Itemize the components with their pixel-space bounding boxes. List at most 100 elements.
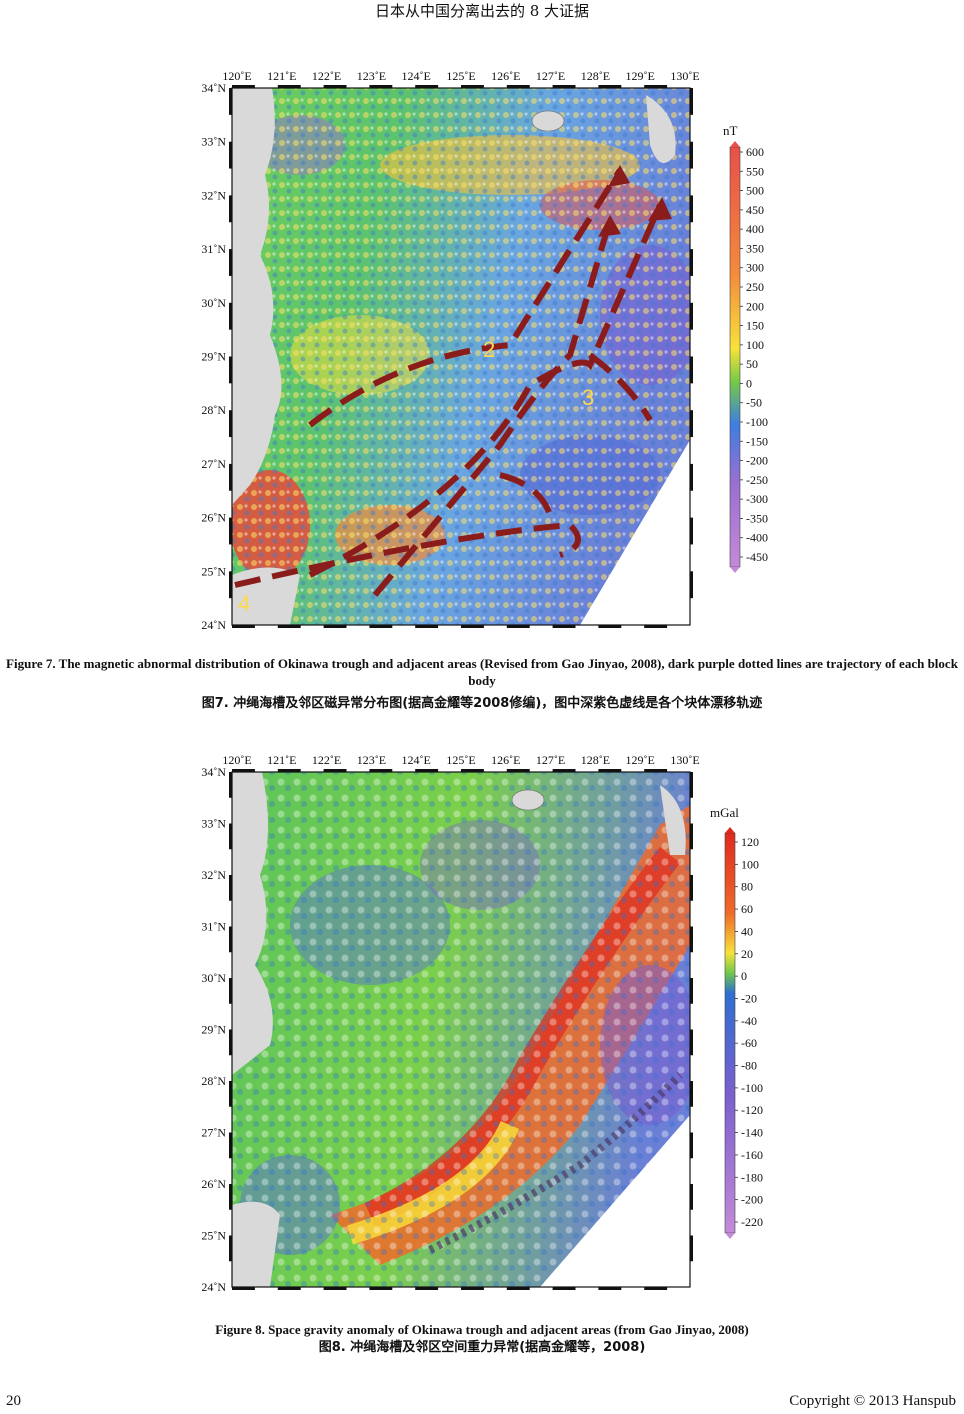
- trajectory-arrowheads: [598, 165, 672, 237]
- colorbar-label: 500: [746, 184, 764, 198]
- running-header: 日本从中国分离出去的 8 大证据: [374, 2, 590, 20]
- trajectory-4: [234, 521, 581, 588]
- colorbar-label: -350: [746, 511, 768, 525]
- figure-7-caption-en: Figure 7. The magnetic abnormal distribu…: [6, 656, 958, 688]
- lon-label: 125˚E: [446, 69, 475, 83]
- colorbar-label: -200: [746, 454, 768, 468]
- trajectory-3: [308, 203, 663, 578]
- lon-label: 124˚E: [402, 753, 431, 767]
- colorbar-label: -400: [746, 531, 768, 545]
- lat-label: 24˚N: [201, 1280, 226, 1294]
- colorbar-label: 120: [741, 835, 759, 849]
- lat-label: 32˚N: [201, 868, 226, 882]
- lon-label: 130˚E: [670, 753, 699, 767]
- colorbar-label: -80: [741, 1059, 757, 1073]
- colorbar-label: -150: [746, 434, 768, 448]
- colorbar-label: -20: [741, 991, 757, 1005]
- colorbar-label: 300: [746, 261, 764, 275]
- lon-label: 126˚E: [491, 753, 520, 767]
- colorbar-label: 550: [746, 164, 764, 178]
- figure-7-caption-cn: 图7. 冲绳海槽及邻区磁异常分布图(据高金耀等2008修编)，图中深紫色虚线是各…: [201, 696, 763, 711]
- colorbar: [729, 146, 741, 568]
- lat-label: 25˚N: [201, 564, 226, 578]
- lat-label: 28˚N: [201, 403, 226, 417]
- colorbar-unit: mGal: [710, 805, 739, 820]
- colorbar-label: -200: [741, 1193, 763, 1207]
- lat-label: 24˚N: [201, 618, 226, 632]
- lon-label: 124˚E: [402, 69, 431, 83]
- colorbar-label: 200: [746, 299, 764, 313]
- colorbar-label: -50: [746, 396, 762, 410]
- colorbar-label: 600: [746, 145, 764, 159]
- lat-label: 29˚N: [201, 1023, 226, 1037]
- lon-label: 123˚E: [357, 69, 386, 83]
- trajectory-1: [308, 168, 623, 428]
- trajectory-6: [499, 472, 553, 517]
- lon-label: 130˚E: [670, 69, 699, 83]
- arrowhead-3: [648, 197, 672, 221]
- lon-label: 128˚E: [581, 69, 610, 83]
- figure-7-svg: 2 3 4 120˚E 121˚E 122˚E 123˚E 124˚E 125˚E 126˚…: [201, 69, 768, 632]
- colorbar-label: -40: [741, 1014, 757, 1028]
- colorbar-label: -100: [746, 415, 768, 429]
- lon-label: 122˚E: [312, 753, 341, 767]
- frame-ticks: [229, 85, 693, 628]
- colorbar-label: -140: [741, 1126, 763, 1140]
- lon-label: 122˚E: [312, 69, 341, 83]
- trajectory-label-3: 3: [582, 385, 594, 410]
- lon-label: 128˚E: [581, 753, 610, 767]
- lon-label: 121˚E: [267, 753, 296, 767]
- colorbar-label: -300: [746, 492, 768, 506]
- colorbar-unit: nT: [723, 123, 738, 138]
- figure-8-caption-cn: 图8. 冲绳海槽及邻区空间重力异常(据高金耀等，2008): [318, 1340, 646, 1355]
- lat-label: 26˚N: [201, 1177, 226, 1191]
- colorbar-label: -220: [741, 1215, 763, 1229]
- lat-label: 31˚N: [201, 920, 226, 934]
- lon-label: 126˚E: [491, 69, 520, 83]
- lat-label: 28˚N: [201, 1074, 226, 1088]
- colorbar-label: 20: [741, 947, 753, 961]
- lon-label: 120˚E: [222, 69, 251, 83]
- colorbar-label: -120: [741, 1103, 763, 1117]
- page-number: 20: [6, 1393, 21, 1409]
- colorbar-label: 350: [746, 241, 764, 255]
- lat-label: 25˚N: [201, 1229, 226, 1243]
- trajectory-label-4: 4: [238, 591, 250, 616]
- trajectory-label-2: 2: [483, 337, 495, 362]
- trajectory-5: [588, 352, 653, 422]
- lon-label: 120˚E: [222, 753, 251, 767]
- colorbar-label: -250: [746, 473, 768, 487]
- colorbar-label: 450: [746, 203, 764, 217]
- lat-label: 26˚N: [201, 511, 226, 525]
- lon-label: 125˚E: [446, 753, 475, 767]
- lat-label: 27˚N: [201, 457, 226, 471]
- figure-7-magnetic-map: 2 3 4 120˚E 121˚E 122˚E 123˚E 124˚E 125˚E 126˚…: [180, 55, 780, 645]
- colorbar-label: -180: [741, 1170, 763, 1184]
- colorbar-label: 100: [746, 338, 764, 352]
- colorbar-label: 150: [746, 319, 764, 333]
- lat-label: 32˚N: [201, 188, 226, 202]
- colorbar-label: 0: [746, 376, 752, 390]
- colorbar-top-arrow: [730, 141, 740, 147]
- lon-label: 127˚E: [536, 753, 565, 767]
- colorbar-bottom-arrow: [725, 1233, 735, 1239]
- colorbar-label: -60: [741, 1036, 757, 1050]
- colorbar-label: -100: [741, 1081, 763, 1095]
- lat-label: 34˚N: [201, 81, 226, 95]
- lon-label: 129˚E: [626, 69, 655, 83]
- lon-label: 127˚E: [536, 69, 565, 83]
- colorbar-label: 100: [741, 857, 759, 871]
- arrowhead-1: [608, 165, 630, 187]
- lat-label: 31˚N: [201, 242, 226, 256]
- colorbar-label: -450: [746, 550, 768, 564]
- lat-label: 27˚N: [201, 1126, 226, 1140]
- colorbar-label: 40: [741, 924, 753, 938]
- lat-label: 33˚N: [201, 817, 226, 831]
- trajectory-lines: [234, 168, 663, 597]
- lon-label: 123˚E: [357, 753, 386, 767]
- frame-ticks: [229, 769, 693, 1290]
- figure-8-gravity-map: 120˚E 121˚E 122˚E 123˚E 124˚E 125˚E 126˚E 127˚E…: [180, 745, 800, 1305]
- colorbar-label: -160: [741, 1148, 763, 1162]
- lon-label: 121˚E: [267, 69, 296, 83]
- colorbar-label: 80: [741, 880, 753, 894]
